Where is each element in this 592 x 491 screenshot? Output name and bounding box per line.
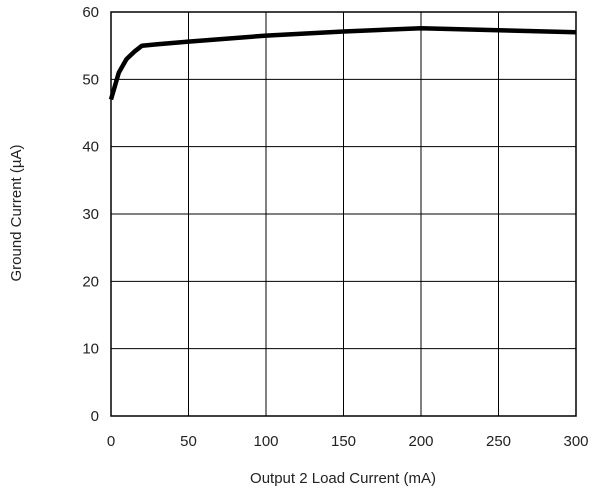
x-tick-label: 100 bbox=[253, 433, 278, 450]
series-line-1 bbox=[108, 25, 577, 101]
grid bbox=[111, 12, 576, 416]
plot-border bbox=[110, 11, 577, 417]
x-tick-label: 200 bbox=[408, 433, 433, 450]
y-tick-label: 10 bbox=[82, 341, 99, 358]
y-tick-label: 20 bbox=[82, 273, 99, 290]
y-tick-labels: 0 10 20 30 40 50 60 bbox=[82, 4, 99, 425]
y-tick-label: 60 bbox=[82, 4, 99, 21]
y-tick-label: 40 bbox=[82, 139, 99, 156]
plot-frame bbox=[110, 11, 577, 417]
y-axis-title: Ground Current (µA) bbox=[8, 144, 25, 281]
x-tick-label: 300 bbox=[563, 433, 588, 450]
y-tick-label: 50 bbox=[82, 71, 99, 88]
x-tick-label: 50 bbox=[180, 433, 197, 450]
x-tick-label: 150 bbox=[331, 433, 356, 450]
x-tick-label: 0 bbox=[107, 433, 115, 450]
y-tick-label: 30 bbox=[82, 206, 99, 223]
x-tick-labels: 0 50 100 150 200 250 300 bbox=[107, 433, 589, 450]
x-tick-label: 250 bbox=[486, 433, 511, 450]
x-axis-title: Output 2 Load Current (mA) bbox=[250, 470, 436, 487]
y-tick-label: 0 bbox=[91, 408, 99, 425]
series-group bbox=[108, 25, 577, 101]
